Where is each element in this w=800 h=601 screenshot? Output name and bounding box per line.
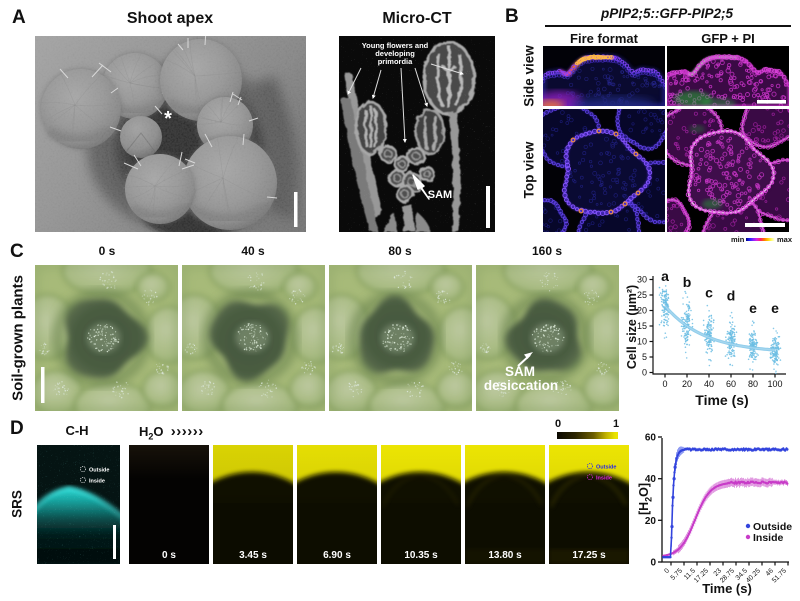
svg-text:6.90 s: 6.90 s xyxy=(323,550,351,561)
svg-text:*: * xyxy=(164,108,172,130)
svg-text:c: c xyxy=(705,285,713,301)
svg-text:SAM: SAM xyxy=(428,189,452,201)
svg-text:10: 10 xyxy=(637,337,647,347)
svg-text:Outside: Outside xyxy=(753,521,792,533)
svg-text:51.75: 51.75 xyxy=(771,567,788,584)
svg-text:0: 0 xyxy=(650,558,656,569)
svg-text:0: 0 xyxy=(663,567,671,575)
svg-text:developing: developing xyxy=(375,49,415,58)
svg-text:40: 40 xyxy=(704,379,714,389)
svg-text:23: 23 xyxy=(713,567,723,577)
svg-text:5.75: 5.75 xyxy=(670,567,684,581)
svg-text:b: b xyxy=(683,274,692,290)
svg-text:60: 60 xyxy=(645,433,657,444)
svg-text:40: 40 xyxy=(645,474,657,485)
svg-text:e: e xyxy=(749,300,757,316)
svg-text:Outside: Outside xyxy=(596,465,616,471)
svg-text:primordia: primordia xyxy=(378,57,413,66)
svg-text:20: 20 xyxy=(637,306,647,316)
svg-text:13.80 s: 13.80 s xyxy=(488,550,522,561)
svg-text:0: 0 xyxy=(662,379,667,389)
svg-text:17.25 s: 17.25 s xyxy=(572,550,606,561)
svg-text:60: 60 xyxy=(726,379,736,389)
svg-text:desiccation: desiccation xyxy=(484,378,558,393)
svg-text:Inside: Inside xyxy=(596,476,612,482)
svg-text:Young flowers and: Young flowers and xyxy=(362,41,429,50)
svg-text:Inside: Inside xyxy=(89,479,105,485)
svg-text:80: 80 xyxy=(748,379,758,389)
svg-text:Outside: Outside xyxy=(89,468,109,474)
svg-text:25: 25 xyxy=(637,290,647,300)
svg-text:46: 46 xyxy=(765,567,775,577)
svg-text:10.35 s: 10.35 s xyxy=(404,550,438,561)
svg-text:5: 5 xyxy=(642,352,647,362)
svg-text:0: 0 xyxy=(642,368,647,378)
svg-text:a: a xyxy=(661,268,669,284)
svg-text:0 s: 0 s xyxy=(162,550,176,561)
svg-text:SAM: SAM xyxy=(505,364,535,379)
svg-text:Inside: Inside xyxy=(753,532,784,544)
svg-text:100: 100 xyxy=(767,379,782,389)
svg-text:e: e xyxy=(771,300,779,316)
svg-text:20: 20 xyxy=(645,516,657,527)
svg-text:d: d xyxy=(727,288,736,304)
svg-text:3.45 s: 3.45 s xyxy=(239,550,267,561)
svg-text:30: 30 xyxy=(637,275,647,285)
svg-text:20: 20 xyxy=(682,379,692,389)
svg-text:15: 15 xyxy=(637,321,647,331)
